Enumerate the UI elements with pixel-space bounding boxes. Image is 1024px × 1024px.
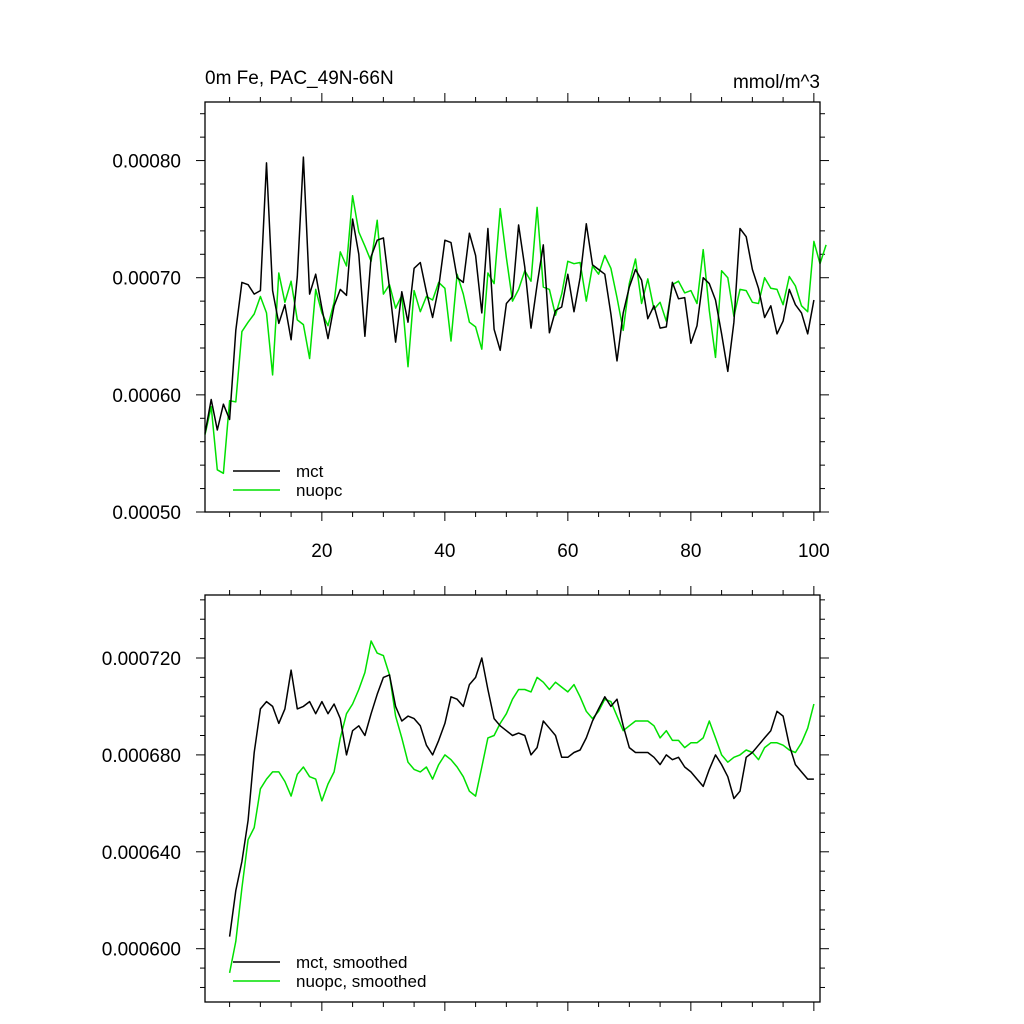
series-line-nuopc-smoothed bbox=[228, 640, 815, 974]
axis-ticks bbox=[196, 586, 829, 1011]
y-tick-label: 0.000600 bbox=[102, 940, 181, 961]
x-tick-label: 60 bbox=[557, 541, 578, 562]
y-tick-label: 0.00080 bbox=[112, 152, 181, 173]
plot-frame bbox=[204, 594, 821, 1003]
x-tick-labels: 20 40 60 80 100 bbox=[311, 541, 829, 562]
chart-title: 0m Fe, PAC_49N-66N bbox=[205, 68, 394, 89]
axis-ticks bbox=[196, 93, 829, 521]
units-label: mmol/m^3 bbox=[733, 72, 820, 93]
legend-label-mct: mct bbox=[296, 462, 324, 481]
y-tick-label: 0.00060 bbox=[112, 386, 181, 407]
x-tick-label: 40 bbox=[434, 541, 455, 562]
series-lines bbox=[204, 156, 827, 475]
series-lines bbox=[228, 640, 815, 974]
y-tick-labels: 0.00050 0.00060 0.00070 0.00080 bbox=[112, 152, 181, 524]
legend: mct, smoothed nuopc, smoothed bbox=[233, 953, 426, 991]
plot-frame bbox=[204, 101, 821, 513]
y-tick-label: 0.000640 bbox=[102, 843, 181, 864]
legend-label-mct-smoothed: mct, smoothed bbox=[296, 953, 408, 972]
y-tick-label: 0.000720 bbox=[102, 649, 181, 670]
top-panel: 0m Fe, PAC_49N-66N mmol/m^3 0.000500.000… bbox=[112, 68, 829, 562]
x-tick-label: 80 bbox=[680, 541, 701, 562]
series-line-nuopc bbox=[204, 194, 827, 475]
y-tick-label: 0.000680 bbox=[102, 746, 181, 767]
x-tick-label: 100 bbox=[798, 541, 830, 562]
legend-label-nuopc: nuopc bbox=[296, 481, 343, 500]
y-tick-labels: 0.000600 0.000640 0.000680 0.000720 bbox=[102, 649, 181, 961]
x-tick-label: 20 bbox=[311, 541, 332, 562]
series-line-mct bbox=[204, 156, 815, 434]
series-line-mct-smoothed bbox=[228, 657, 814, 937]
legend: mct nuopc bbox=[233, 462, 343, 500]
y-tick-label: 0.00050 bbox=[112, 503, 181, 524]
legend-label-nuopc-smoothed: nuopc, smoothed bbox=[296, 972, 426, 991]
bottom-panel: 0.000600 0.000640 0.000680 0.000720 mct, sm… bbox=[102, 586, 829, 1011]
y-tick-label: 0.00070 bbox=[112, 269, 181, 290]
